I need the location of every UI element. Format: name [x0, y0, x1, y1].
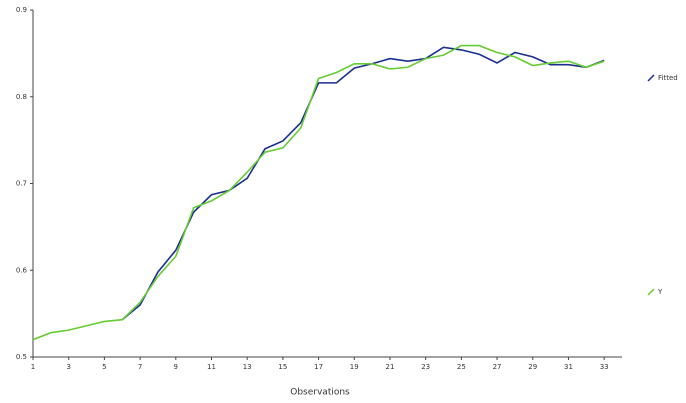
series-line [32, 44, 605, 341]
x-tick-label: 25 [457, 363, 466, 371]
x-tick-label: 13 [243, 363, 252, 371]
legend-label: Fitted [658, 74, 678, 82]
x-tick-label: 11 [207, 363, 216, 371]
legend-swatch [647, 74, 655, 82]
series-line [121, 46, 605, 321]
x-tick-label: 33 [600, 363, 609, 371]
y-tick-label: 0.9 [16, 6, 27, 14]
x-tick-label: 17 [314, 363, 323, 371]
legend-swatch [647, 288, 655, 296]
x-tick-label: 27 [493, 363, 502, 371]
y-tick-label: 0.5 [16, 353, 27, 361]
x-axis-title: Observations [290, 388, 350, 398]
x-tick-label: 31 [564, 363, 573, 371]
y-tick-label: 0.6 [16, 266, 28, 274]
y-tick-label: 0.8 [16, 93, 27, 101]
x-tick-label: 3 [66, 363, 70, 371]
x-tick-label: 7 [138, 363, 142, 371]
x-tick-label: 19 [350, 363, 359, 371]
x-tick-label: 21 [386, 363, 395, 371]
x-tick-label: 9 [174, 363, 178, 371]
x-tick-label: 5 [102, 363, 106, 371]
x-tick-label: 1 [31, 363, 35, 371]
y-tick-label: 0.7 [16, 180, 27, 188]
x-tick-label: 29 [528, 363, 537, 371]
x-tick-label: 15 [278, 363, 287, 371]
x-tick-label: 23 [421, 363, 430, 371]
legend-label: Y [657, 288, 663, 296]
